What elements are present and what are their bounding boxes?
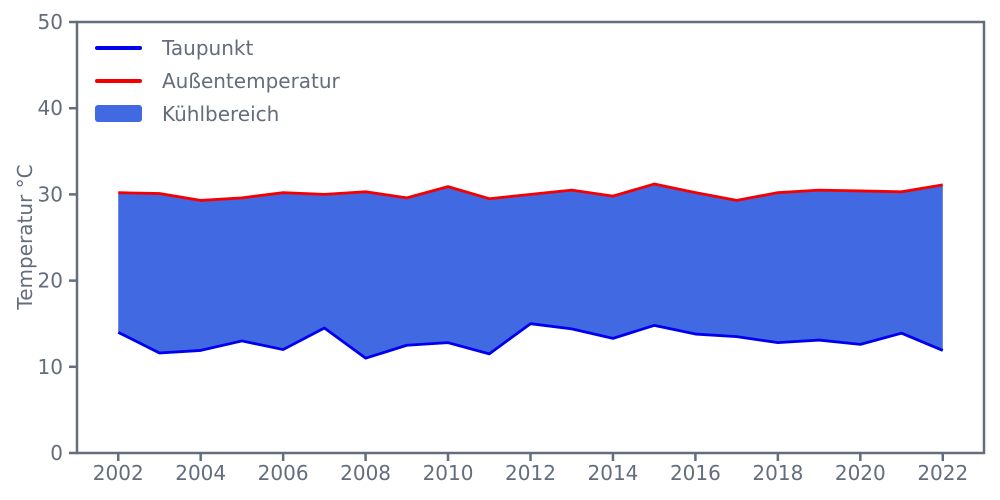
y-tick-label: 30 (38, 182, 63, 206)
x-tick-label: 2004 (175, 461, 226, 485)
legend-label-kuehlbereich: Kühlbereich (162, 101, 280, 126)
x-tick-label: 2014 (588, 461, 639, 485)
x-tick-label: 2016 (670, 461, 721, 485)
x-tick-label: 2012 (505, 461, 556, 485)
x-tick-label: 2020 (835, 461, 886, 485)
y-tick-label: 20 (38, 269, 63, 293)
y-tick-label: 0 (50, 441, 63, 465)
kuehlbereich-fill-swatch (95, 105, 142, 122)
legend-item-kuehlbereich: Kühlbereich (95, 97, 340, 130)
legend: Taupunkt Außentemperatur Kühlbereich (95, 31, 340, 130)
legend-label-aussentemperatur: Außentemperatur (162, 68, 340, 93)
x-tick-label: 2006 (258, 461, 309, 485)
x-tick-label: 2010 (423, 461, 474, 485)
legend-item-taupunkt: Taupunkt (95, 31, 340, 64)
aussentemperatur-line-swatch (95, 78, 142, 83)
x-tick-label: 2008 (340, 461, 391, 485)
series-line-aussentemperatur (118, 182, 944, 202)
taupunkt-line-swatch (95, 45, 142, 50)
x-tick-label: 2018 (752, 461, 803, 485)
kuehlbereich-area (118, 184, 943, 359)
y-axis-title: Temperatur °C (13, 164, 37, 310)
y-tick-label: 10 (38, 355, 63, 379)
legend-label-taupunkt: Taupunkt (162, 35, 254, 60)
x-tick-label: 2022 (917, 461, 968, 485)
y-tick-label: 50 (38, 10, 63, 34)
y-tick-label: 40 (38, 96, 63, 120)
series-line-taupunkt (117, 322, 944, 360)
legend-item-aussentemperatur: Außentemperatur (95, 64, 340, 97)
x-tick-label: 2002 (93, 461, 144, 485)
